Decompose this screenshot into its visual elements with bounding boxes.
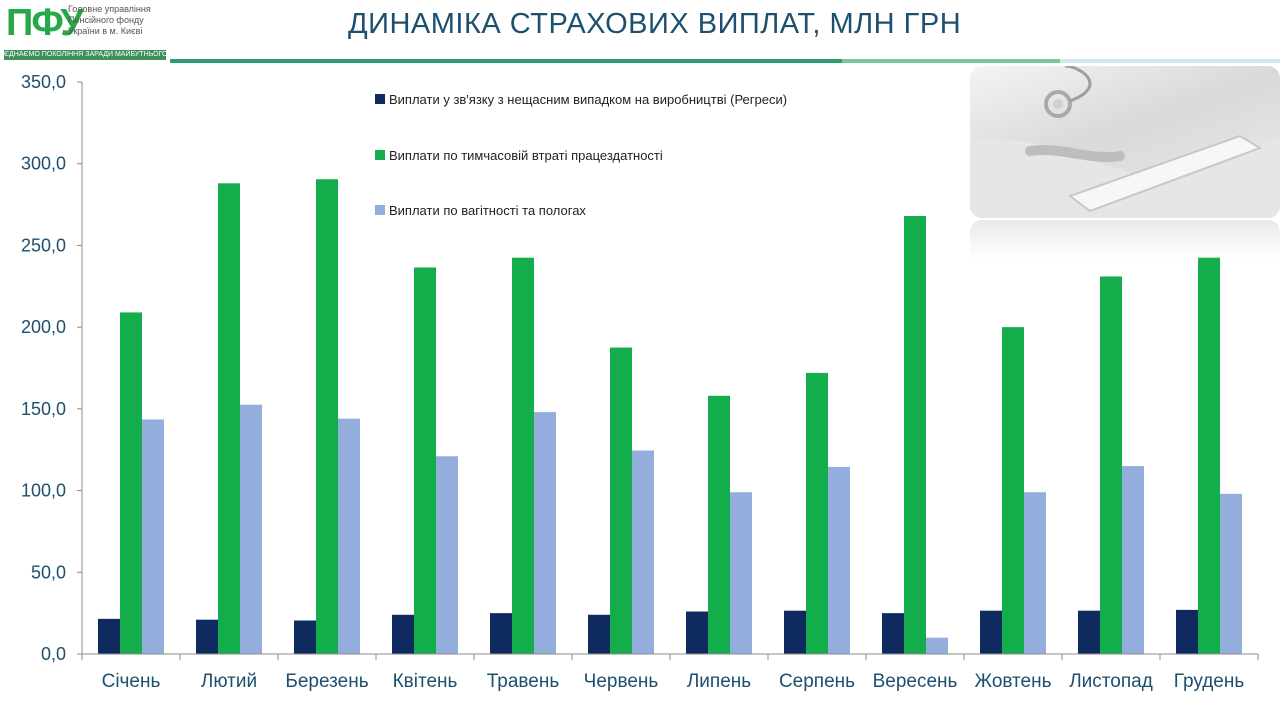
- bar-series-3-9: [1024, 492, 1046, 654]
- bar-series-3-4: [534, 412, 556, 654]
- x-tick-label: Квітень: [393, 671, 458, 692]
- photo-reflection: [970, 220, 1280, 260]
- pfu-logo: ПФУ Головне управління Пенсійного фонду …: [4, 2, 166, 60]
- x-axis: Січень Лютий Березень Квітень Травень Червень…: [81, 653, 1259, 692]
- logo-line-3: України в м. Києві: [68, 26, 143, 36]
- x-tick-label: Лютий: [201, 671, 257, 692]
- bar-series-1-10: [1078, 610, 1100, 654]
- x-tick-label: Травень: [487, 671, 560, 692]
- legend-swatch-2: [375, 150, 385, 160]
- logo-line-2: Пенсійного фонду: [68, 15, 144, 25]
- bar-series-2-6: [708, 395, 730, 654]
- bar-series-2-11: [1198, 257, 1220, 654]
- bar-series-3-5: [632, 450, 654, 654]
- slide-title: ДИНАМІКА СТРАХОВИХ ВИПЛАТ, МЛН ГРН: [348, 8, 962, 40]
- header-band-dark: [170, 59, 842, 63]
- logo-caption: Головне управління Пенсійного фонду Укра…: [68, 4, 151, 37]
- bar-series-1-7: [784, 610, 806, 654]
- bar-series-2-8: [904, 216, 926, 655]
- y-tick-label: 300,0: [21, 154, 66, 174]
- bar-series-3-0: [142, 419, 164, 654]
- legend-swatch-3: [375, 205, 385, 215]
- legend-label-1: Виплати у зв'язку з нещасним випадком на…: [389, 92, 787, 107]
- x-tick-label: Серпень: [779, 671, 855, 692]
- y-tick-label: 100,0: [21, 481, 66, 501]
- bar-series-2-9: [1002, 327, 1024, 654]
- bar-series-1-1: [196, 619, 218, 654]
- bar-series-2-0: [120, 312, 142, 654]
- bar-series-3-11: [1220, 493, 1242, 654]
- bar-series-3-10: [1122, 466, 1144, 654]
- legend-label-2: Виплати по тимчасовій втраті працездатно…: [389, 148, 663, 163]
- bar-series-2-5: [610, 347, 632, 654]
- bar-series-1-2: [294, 620, 316, 654]
- logo-line-1: Головне управління: [68, 4, 151, 14]
- x-tick-label: Березень: [285, 671, 368, 692]
- header-band-light: [1060, 59, 1280, 63]
- y-axis: 0,0 50,0 100,0 150,0 200,0 250,0 300,0 350,0: [21, 72, 83, 664]
- x-tick-label: Червень: [584, 671, 659, 692]
- x-tick-label: Січень: [102, 671, 161, 692]
- bar-series-1-0: [98, 618, 120, 654]
- bar-series-2-7: [806, 372, 828, 654]
- x-tick-label: Листопад: [1069, 671, 1153, 692]
- header-band-mid: [842, 59, 1060, 63]
- photo-illustration: [970, 66, 1280, 218]
- bars: [98, 179, 1242, 655]
- logo-motto: ЄДНАЄМО ПОКОЛІННЯ ЗАРАДИ МАЙБУТНЬОГО: [4, 50, 166, 60]
- legend-swatch-1: [375, 94, 385, 104]
- bar-series-1-5: [588, 614, 610, 654]
- y-tick-label: 250,0: [21, 235, 66, 255]
- bar-series-2-10: [1100, 276, 1122, 654]
- y-tick-label: 50,0: [31, 562, 66, 582]
- y-tick-label: 350,0: [21, 72, 66, 92]
- logo-mark: ПФУ: [6, 2, 84, 44]
- bar-series-1-4: [490, 613, 512, 654]
- x-tick-label: Вересень: [873, 671, 958, 692]
- bar-series-2-3: [414, 267, 436, 654]
- bar-series-3-6: [730, 492, 752, 654]
- legend-label-3: Виплати по вагітності та пологах: [389, 203, 586, 218]
- bar-series-3-7: [828, 466, 850, 654]
- bar-series-1-6: [686, 611, 708, 654]
- y-tick-label: 200,0: [21, 317, 66, 337]
- y-tick-label: 150,0: [21, 399, 66, 419]
- stethoscope-tablet-photo: [970, 66, 1280, 218]
- bar-series-1-3: [392, 614, 414, 654]
- bar-series-3-3: [436, 456, 458, 654]
- bar-series-1-8: [882, 613, 904, 654]
- bar-series-2-2: [316, 179, 338, 655]
- bar-series-2-1: [218, 183, 240, 654]
- bar-series-1-11: [1176, 609, 1198, 654]
- bar-series-3-2: [338, 418, 360, 654]
- bar-series-1-9: [980, 610, 1002, 654]
- bar-series-2-4: [512, 257, 534, 654]
- bar-series-3-8: [926, 637, 948, 654]
- legend: Виплати у зв'язку з нещасним випадком на…: [375, 92, 787, 218]
- x-tick-label: Липень: [687, 671, 751, 692]
- y-tick-label: 0,0: [41, 644, 66, 664]
- bar-series-3-1: [240, 404, 262, 654]
- x-tick-label: Грудень: [1174, 671, 1245, 692]
- x-tick-label: Жовтень: [974, 671, 1051, 692]
